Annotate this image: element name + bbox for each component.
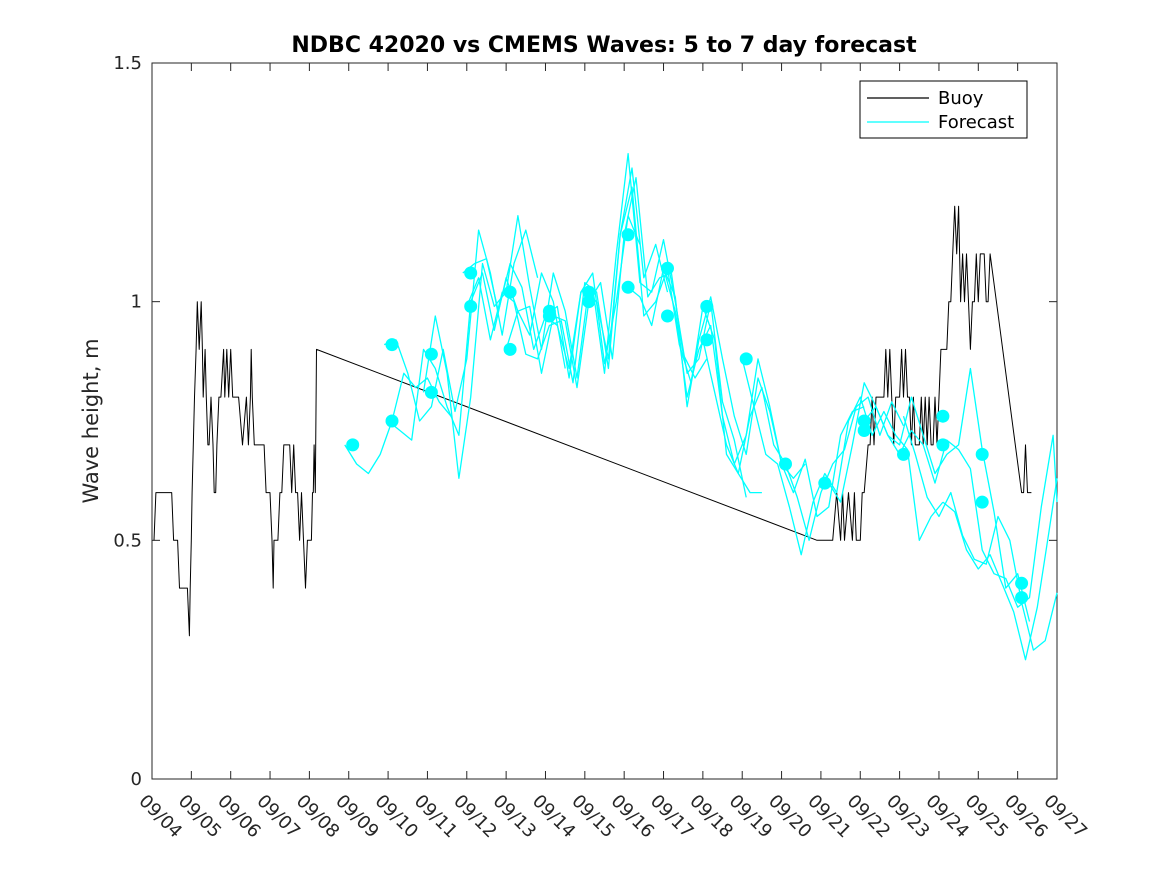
forecast-start-marker (385, 338, 399, 352)
forecast-start-marker (503, 285, 517, 299)
buoy-series-line (153, 205, 1032, 637)
legend-box (859, 80, 1028, 139)
forecast-start-marker (424, 347, 438, 361)
y-tick-label: 1 (131, 292, 142, 313)
forecast-start-marker (1015, 591, 1029, 605)
forecast-start-marker (936, 409, 950, 423)
forecast-start-marker (1015, 576, 1029, 590)
forecast-start-marker (818, 476, 832, 490)
forecast-series-line (902, 416, 1058, 651)
forecast-start-marker (700, 299, 714, 313)
forecast-series-line (863, 406, 1058, 608)
forecast-start-marker (700, 333, 714, 347)
forecast-start-marker (661, 309, 674, 323)
forecast-start-marker (975, 447, 989, 461)
forecast-start-marker (779, 457, 792, 471)
forecast-start-marker (503, 342, 517, 356)
forecast-start-marker (424, 385, 438, 399)
y-axis-label: Wave height, m (79, 338, 103, 503)
forecast-series-line (505, 176, 708, 389)
y-tick-label: 0 (131, 769, 142, 790)
forecast-start-marker (621, 280, 635, 294)
forecast-series-line (383, 229, 539, 422)
y-tick-label: 1.5 (113, 53, 142, 74)
y-ticks: 0 0.5 1 1.5 (113, 53, 1057, 790)
chart-title: NDBC 42020 vs CMEMS Waves: 5 to 7 day fo… (291, 33, 917, 58)
forecast-start-marker (857, 424, 871, 437)
forecast-start-marker (897, 447, 910, 461)
marker-layer (346, 228, 1029, 605)
forecast-series-line (741, 358, 944, 556)
forecast-start-marker (661, 261, 674, 275)
legend: Buoy Forecast (859, 80, 1028, 139)
forecast-start-marker (582, 295, 596, 309)
forecast-series-line (545, 153, 747, 498)
forecast-start-marker (936, 438, 950, 452)
legend-forecast-label: Forecast (938, 112, 1014, 133)
forecast-series-line (387, 272, 566, 441)
forecast-start-marker (464, 299, 478, 313)
plot-area (151, 62, 1058, 780)
legend-buoy-label: Buoy (938, 88, 984, 109)
forecast-start-marker (975, 495, 989, 509)
forecast-series-line (942, 478, 1058, 661)
y-tick-label: 0.5 (113, 530, 142, 551)
forecast-start-marker (385, 414, 399, 428)
forecast-start-marker (621, 228, 635, 242)
forecast-start-marker (857, 414, 871, 428)
forecast-start-marker (739, 352, 753, 366)
forecast-start-marker (542, 309, 556, 323)
forecast-start-marker (346, 438, 360, 452)
forecast-start-marker (582, 285, 596, 299)
forecast-start-marker (464, 266, 478, 280)
forecast-series-line (702, 339, 905, 541)
